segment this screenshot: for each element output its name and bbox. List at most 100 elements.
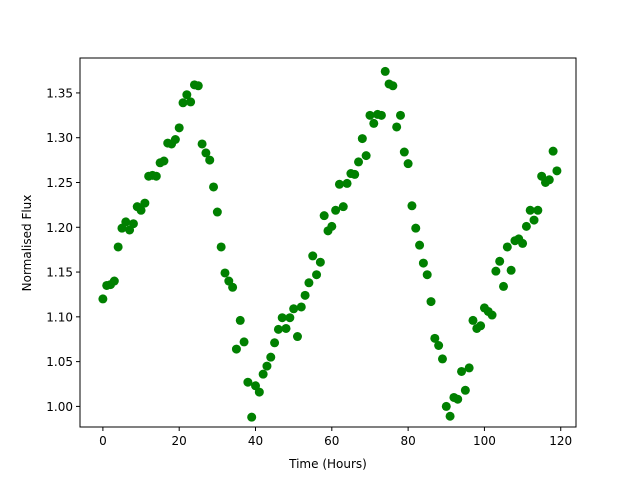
y-axis-label: Normalised Flux xyxy=(20,195,34,292)
y-tick-label: 1.25 xyxy=(46,176,73,190)
data-point xyxy=(98,294,108,304)
data-point xyxy=(533,205,543,215)
data-point xyxy=(170,135,180,145)
data-point xyxy=(506,265,516,275)
data-point xyxy=(437,354,447,364)
x-tick-label: 20 xyxy=(172,434,187,448)
data-point xyxy=(457,366,467,376)
data-point xyxy=(426,297,436,307)
data-point xyxy=(487,310,497,320)
x-tick-label: 100 xyxy=(473,434,496,448)
data-point xyxy=(231,344,241,354)
data-point xyxy=(113,242,123,252)
data-point xyxy=(304,278,314,288)
data-point xyxy=(186,97,196,107)
data-point xyxy=(182,90,192,100)
data-point xyxy=(334,179,344,189)
data-point xyxy=(342,178,352,188)
data-point xyxy=(422,270,432,280)
data-point xyxy=(327,221,337,231)
data-point xyxy=(212,207,222,217)
data-point xyxy=(228,282,238,292)
x-tick-label: 0 xyxy=(99,434,107,448)
data-point xyxy=(430,333,440,343)
data-point xyxy=(289,304,299,314)
data-point xyxy=(205,155,215,165)
data-point xyxy=(502,242,512,252)
data-point xyxy=(319,211,329,221)
data-point xyxy=(331,205,341,215)
data-point xyxy=(495,256,505,266)
data-point xyxy=(136,205,146,215)
y-tick-label: 1.20 xyxy=(46,221,73,235)
data-point xyxy=(243,377,253,387)
data-point xyxy=(357,134,367,144)
data-point xyxy=(445,411,455,421)
data-point xyxy=(235,315,245,325)
data-point xyxy=(121,217,131,227)
data-point xyxy=(369,118,379,128)
data-point xyxy=(441,401,451,411)
data-point xyxy=(174,123,184,133)
data-point xyxy=(273,324,283,334)
x-tick-label: 40 xyxy=(248,434,263,448)
data-point xyxy=(491,266,501,276)
data-point xyxy=(285,313,295,323)
x-tick-label: 120 xyxy=(549,434,572,448)
data-point xyxy=(525,205,535,215)
y-tick-label: 1.30 xyxy=(46,131,73,145)
data-point xyxy=(460,385,470,395)
data-point xyxy=(395,110,405,120)
data-point xyxy=(254,387,264,397)
data-point xyxy=(239,337,249,347)
data-point xyxy=(350,169,360,179)
data-point xyxy=(277,313,287,323)
data-point xyxy=(216,242,226,252)
data-point xyxy=(109,276,119,286)
data-point xyxy=(548,146,558,156)
data-point xyxy=(521,221,531,231)
data-point xyxy=(380,66,390,76)
tick-group: 0 20 40 60 80 100 120 1.00 1.05 1.10 1.15 1.20 1.25 1… xyxy=(46,86,572,448)
data-point xyxy=(300,290,310,300)
data-point xyxy=(388,81,398,91)
data-point xyxy=(411,223,421,233)
data-point xyxy=(338,202,348,212)
data-point xyxy=(258,369,268,379)
data-point xyxy=(499,281,509,291)
x-axis-label: Time (Hours) xyxy=(288,457,367,471)
data-point xyxy=(365,110,375,120)
plot-frame xyxy=(79,57,577,428)
data-point xyxy=(552,166,562,176)
data-point xyxy=(197,139,207,149)
data-point xyxy=(392,122,402,132)
data-point xyxy=(220,268,230,278)
data-point xyxy=(518,238,528,248)
y-tick-label: 1.00 xyxy=(46,400,73,414)
data-point xyxy=(209,182,219,192)
x-tick-label: 60 xyxy=(324,434,339,448)
data-point xyxy=(529,215,539,225)
data-point xyxy=(418,258,428,268)
data-point xyxy=(281,323,291,333)
data-point xyxy=(354,157,364,167)
data-point xyxy=(266,352,276,362)
data-point xyxy=(544,175,554,185)
data-point xyxy=(270,338,280,348)
data-point xyxy=(262,361,272,371)
data-point xyxy=(201,148,211,158)
y-tick-label: 1.15 xyxy=(46,266,73,280)
data-point xyxy=(415,240,425,250)
data-points xyxy=(98,66,562,422)
y-tick-label: 1.10 xyxy=(46,310,73,324)
data-point xyxy=(476,321,486,331)
data-point xyxy=(296,302,306,312)
data-point xyxy=(292,332,302,342)
data-point xyxy=(312,270,322,280)
y-tick-label: 1.05 xyxy=(46,355,73,369)
y-tick-label: 1.35 xyxy=(46,86,73,100)
data-point xyxy=(151,171,161,181)
data-point xyxy=(315,257,325,267)
